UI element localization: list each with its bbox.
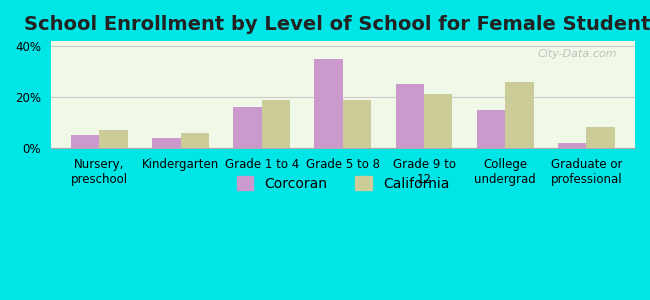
Bar (71, 135, 99, 148)
Bar (424, 94, 452, 148)
Bar (315, 59, 343, 148)
Bar (262, 100, 290, 148)
Bar (99, 130, 128, 148)
Bar (505, 82, 534, 148)
Bar (152, 138, 181, 148)
Bar (476, 110, 505, 148)
Legend: Corcoran, California: Corcoran, California (231, 170, 455, 196)
Bar (586, 128, 615, 148)
Bar (558, 143, 586, 148)
Title: School Enrollment by Level of School for Female Students: School Enrollment by Level of School for… (24, 15, 650, 34)
Text: City-Data.com: City-Data.com (538, 49, 617, 58)
Bar (233, 107, 262, 148)
Bar (343, 100, 371, 148)
Bar (396, 84, 424, 148)
Bar (181, 133, 209, 148)
